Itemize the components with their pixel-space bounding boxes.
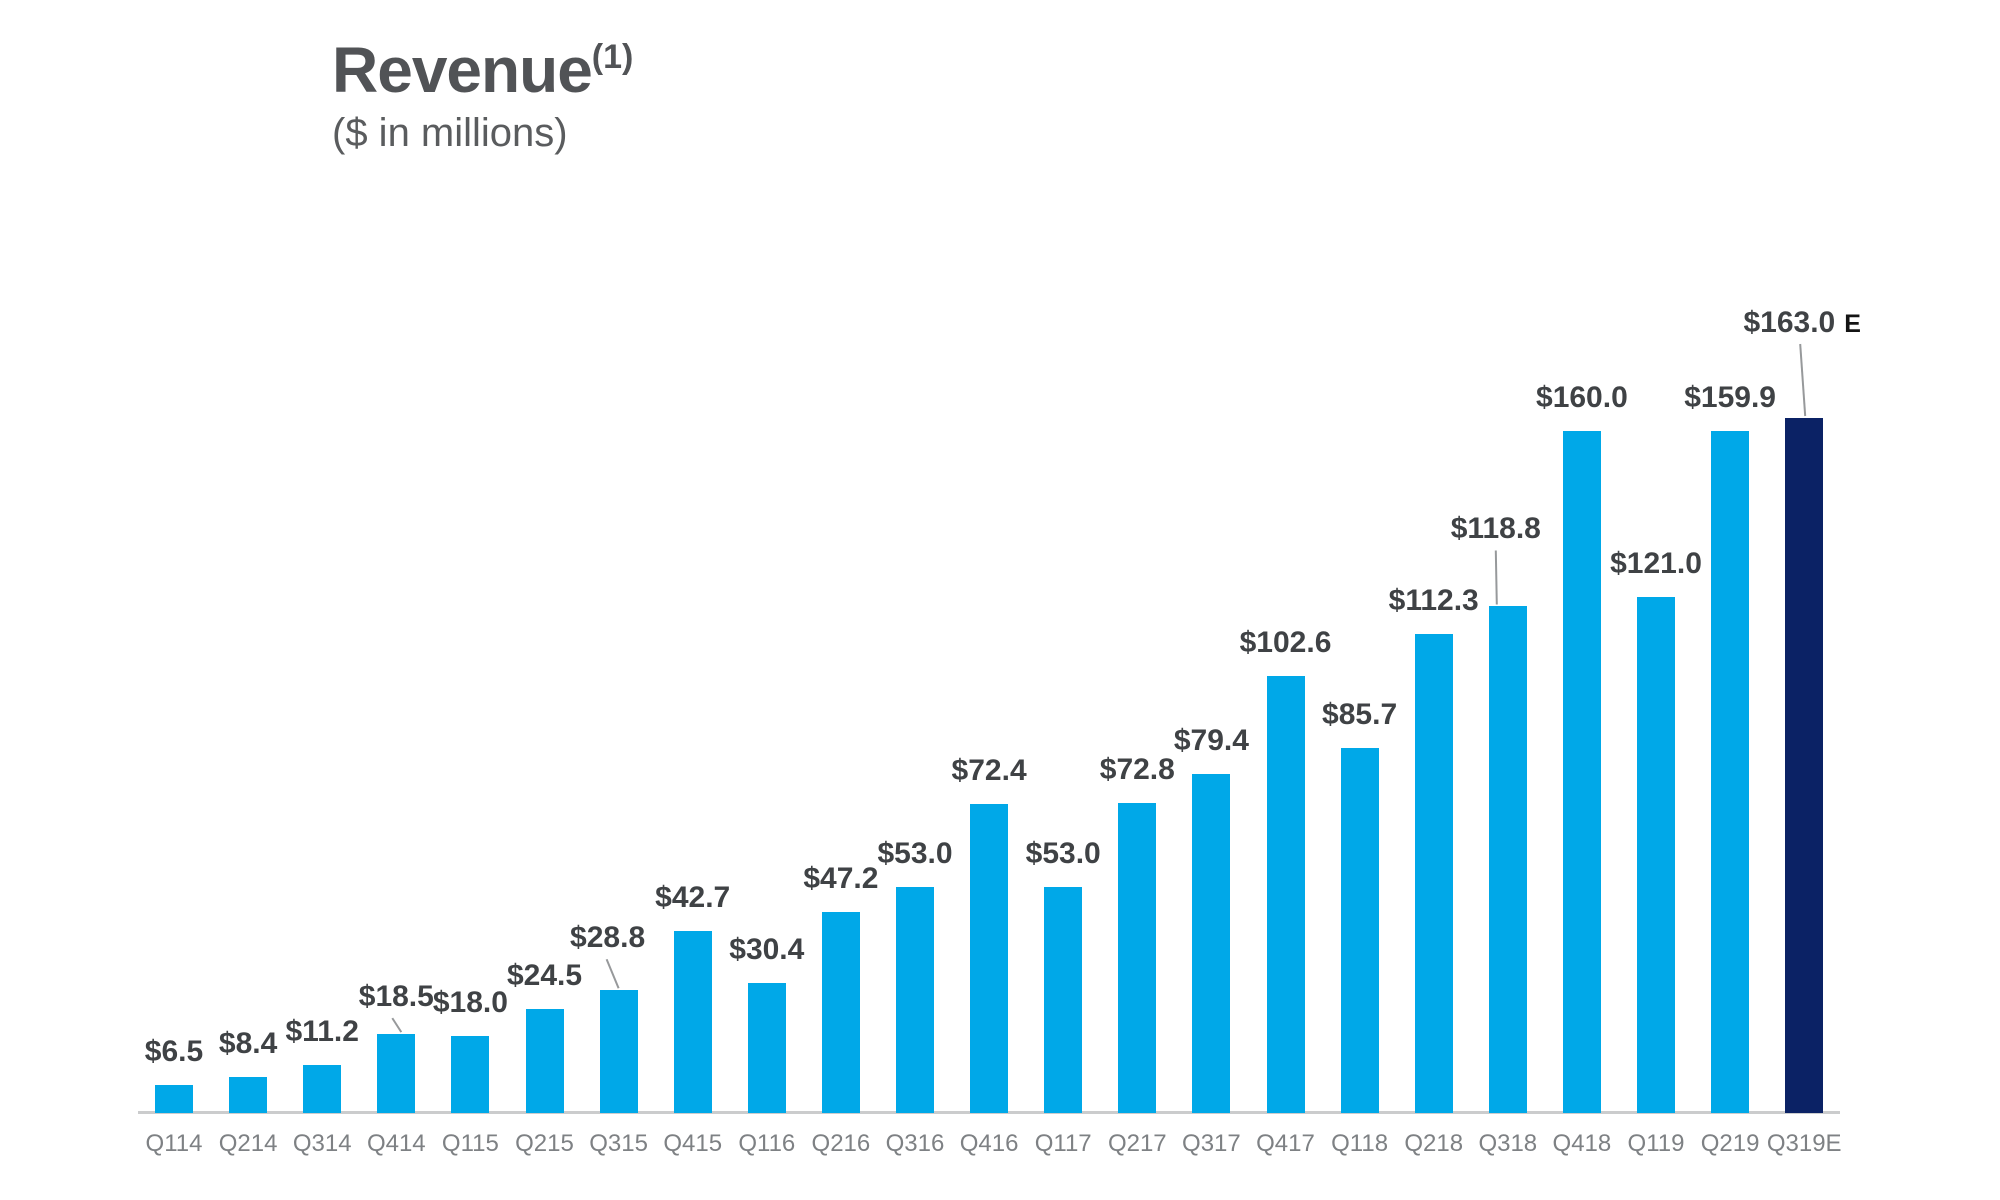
value-label-Q315: $28.8 [570, 921, 646, 955]
value-label-Q414: $18.5 [358, 980, 434, 1014]
value-label-Q214: $8.4 [218, 1027, 278, 1061]
x-tick-Q414: Q414 [366, 1130, 426, 1157]
bar-Q417 [1266, 675, 1305, 1113]
x-tick-Q317: Q317 [1182, 1130, 1241, 1157]
x-tick-Q318: Q318 [1478, 1130, 1538, 1157]
bar-Q315 [599, 990, 638, 1113]
bar-Q218 [1414, 634, 1453, 1113]
x-tick-Q319E: Q319E [1766, 1130, 1842, 1157]
value-label-Q119: $121.0 [1610, 547, 1702, 581]
leader-line-Q315 [605, 958, 620, 989]
bar-Q219 [1711, 431, 1750, 1113]
value-label-Q417: $102.6 [1239, 625, 1332, 659]
bar-Q416 [970, 804, 1009, 1113]
x-tick-Q418: Q418 [1552, 1130, 1612, 1157]
x-tick-Q415: Q415 [663, 1130, 723, 1157]
leader-line-Q414 [391, 1017, 403, 1033]
x-tick-Q116: Q116 [738, 1130, 796, 1157]
x-tick-Q217: Q217 [1107, 1130, 1167, 1157]
x-tick-Q219: Q219 [1700, 1130, 1760, 1157]
bar-Q319E [1785, 418, 1824, 1113]
bar-Q115 [451, 1036, 490, 1113]
bar-Q415 [673, 930, 712, 1113]
bar-Q318 [1488, 606, 1527, 1113]
value-label-Q418: $160.0 [1536, 380, 1628, 414]
x-tick-Q216: Q216 [811, 1130, 871, 1157]
value-label-Q216: $47.2 [803, 861, 879, 895]
bar-Q316 [896, 887, 934, 1113]
value-label-Q215: $24.5 [506, 958, 583, 992]
bar-Q314 [303, 1065, 342, 1113]
x-tick-Q115: Q115 [441, 1130, 499, 1157]
estimate-flag: E [1844, 310, 1861, 338]
value-label-Q219: $159.9 [1684, 381, 1776, 415]
bar-Q414 [377, 1034, 416, 1113]
value-label-Q117: $53.0 [1025, 837, 1101, 871]
bar-Q119 [1637, 597, 1675, 1113]
x-tick-Q215: Q215 [515, 1130, 574, 1157]
leader-line-Q319E [1799, 343, 1807, 417]
value-label-Q416: $72.4 [951, 754, 1027, 788]
value-label-Q318: $118.8 [1450, 512, 1541, 546]
value-label-Q319E: $163.0 E [1743, 306, 1861, 339]
chart-subtitle: ($ in millions) [332, 111, 568, 155]
value-label-Q118: $85.7 [1322, 697, 1398, 731]
bar-Q317 [1192, 774, 1231, 1113]
x-tick-Q119: Q119 [1627, 1130, 1685, 1157]
value-label-Q218: $112.3 [1388, 584, 1479, 618]
x-tick-Q214: Q214 [218, 1130, 278, 1157]
bar-Q216 [821, 911, 860, 1113]
x-tick-Q114: Q114 [145, 1130, 203, 1157]
x-tick-Q316: Q316 [885, 1130, 945, 1157]
bar-Q117 [1044, 887, 1083, 1113]
chart-title-text: Revenue [332, 34, 593, 106]
value-label-Q114: $6.5 [144, 1035, 204, 1069]
x-tick-Q417: Q417 [1256, 1130, 1315, 1157]
x-tick-Q314: Q314 [292, 1130, 352, 1157]
x-tick-Q315: Q315 [589, 1130, 648, 1157]
bar-Q214 [229, 1077, 268, 1113]
value-label-Q316: $53.0 [877, 837, 953, 871]
bar-Q418 [1562, 430, 1601, 1113]
value-label-Q415: $42.7 [655, 880, 731, 914]
bar-Q215 [525, 1008, 564, 1113]
x-tick-Q218: Q218 [1404, 1130, 1464, 1157]
bar-Q116 [747, 983, 786, 1113]
bar-Q118 [1340, 747, 1379, 1113]
value-label-Q116: $30.4 [729, 933, 805, 967]
x-tick-Q118: Q118 [1331, 1130, 1389, 1157]
bar-Q114 [155, 1085, 193, 1113]
leader-line-Q318 [1494, 550, 1498, 605]
value-label-Q115: $18.0 [432, 986, 508, 1020]
chart-title: Revenue(1) [332, 20, 633, 107]
footnote-marker: (1) [591, 38, 634, 76]
value-label-Q314: $11.2 [285, 1015, 359, 1049]
chart-title-block: Revenue(1) ($ in millions) [332, 20, 633, 157]
value-label-Q317: $79.4 [1173, 724, 1249, 758]
x-tick-Q416: Q416 [959, 1130, 1019, 1157]
bar-Q217 [1118, 802, 1157, 1113]
x-tick-Q117: Q117 [1034, 1130, 1092, 1157]
value-label-Q217: $72.8 [1099, 752, 1175, 786]
